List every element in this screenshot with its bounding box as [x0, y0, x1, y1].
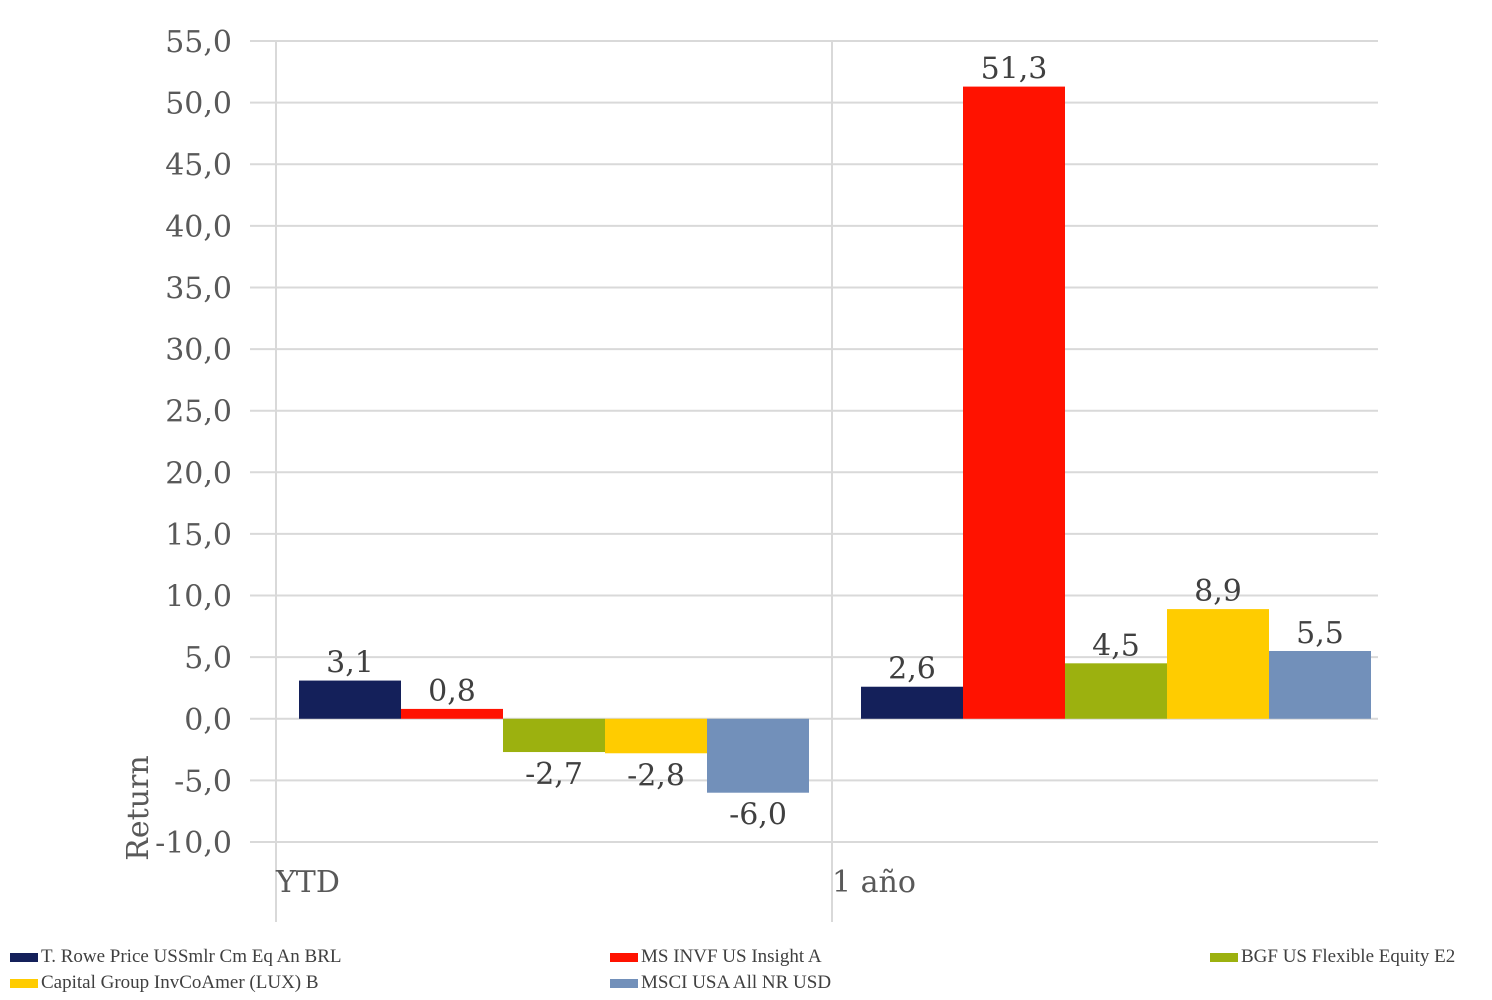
- y-tick-label: 55,0: [165, 25, 232, 60]
- bar: [503, 718, 605, 753]
- legend-item: MSCI USA All NR USD: [610, 972, 831, 994]
- legend-swatch: [10, 952, 38, 962]
- legend-item: MS INVF US Insight A: [610, 946, 822, 968]
- legend-label: T. Rowe Price USSmlr Cm Eq An BRL: [41, 946, 342, 967]
- data-label: 0,8: [428, 674, 476, 709]
- data-label: 51,3: [981, 52, 1048, 87]
- y-tick-label: 15,0: [165, 518, 232, 553]
- category-label: YTD: [275, 865, 340, 900]
- legend-label: BGF US Flexible Equity E2: [1241, 946, 1456, 967]
- data-label: 5,5: [1296, 616, 1344, 651]
- legend-swatch: [610, 978, 638, 988]
- bar-chart: 55,0 50,0 45,0 40,0 35,0 30,0 25,0 20,0 15,0 10,0…: [121, 25, 1378, 922]
- gridlines: [250, 40, 1378, 843]
- legend: T. Rowe Price USSmlr Cm Eq An BRL MS INVF…: [0, 938, 1492, 1000]
- y-tick-label: -10,0: [155, 826, 232, 861]
- legend-item: Capital Group InvCoAmer (LUX) B: [10, 972, 319, 994]
- y-axis-tick-labels: 55,0 50,0 45,0 40,0 35,0 30,0 25,0 20,0 15,0 10,0…: [155, 25, 232, 861]
- data-label: -2,8: [627, 758, 685, 793]
- legend-swatch: [10, 978, 38, 988]
- data-label: 2,6: [888, 652, 936, 687]
- data-label: -2,7: [525, 757, 583, 792]
- legend-label: MS INVF US Insight A: [641, 946, 822, 967]
- bar: [1167, 609, 1269, 719]
- legend-item: T. Rowe Price USSmlr Cm Eq An BRL: [10, 946, 341, 968]
- y-tick-label: 20,0: [165, 456, 232, 491]
- category-dividers: [275, 41, 833, 922]
- y-tick-label: 40,0: [165, 210, 232, 245]
- y-tick-label: 50,0: [165, 87, 232, 122]
- y-tick-label: 30,0: [165, 333, 232, 368]
- bar: [707, 718, 809, 793]
- y-tick-label: 45,0: [165, 148, 232, 183]
- y-tick-label: 5,0: [184, 641, 232, 676]
- data-labels: 3,1 2,6 0,8 51,3 -2,7 4,5 -2,8 8,9 -6,0 5,5: [326, 52, 1344, 833]
- legend-label: MSCI USA All NR USD: [641, 972, 832, 993]
- legend-swatch: [610, 952, 638, 962]
- legend-item: BGF US Flexible Equity E2: [1210, 946, 1455, 968]
- bar: [299, 680, 401, 719]
- bars: [299, 86, 1371, 793]
- data-label: 4,5: [1092, 628, 1140, 663]
- legend-label: Capital Group InvCoAmer (LUX) B: [41, 972, 319, 993]
- y-tick-label: 10,0: [165, 580, 232, 615]
- data-label: 3,1: [326, 646, 374, 681]
- bar: [861, 686, 963, 719]
- bar: [401, 708, 503, 719]
- y-tick-label: -5,0: [174, 764, 232, 799]
- bar: [1269, 650, 1371, 719]
- bar: [605, 718, 707, 754]
- y-tick-label: 0,0: [184, 703, 232, 738]
- y-tick-label: 35,0: [165, 271, 232, 306]
- category-label: 1 año: [832, 865, 916, 900]
- data-label: -6,0: [729, 798, 787, 833]
- y-axis-title: Return: [121, 755, 156, 860]
- category-labels: YTD 1 año: [275, 865, 916, 900]
- bar: [963, 86, 1065, 719]
- data-label: 8,9: [1194, 574, 1242, 609]
- bar: [1065, 663, 1167, 719]
- y-tick-label: 25,0: [165, 395, 232, 430]
- legend-swatch: [1210, 952, 1238, 962]
